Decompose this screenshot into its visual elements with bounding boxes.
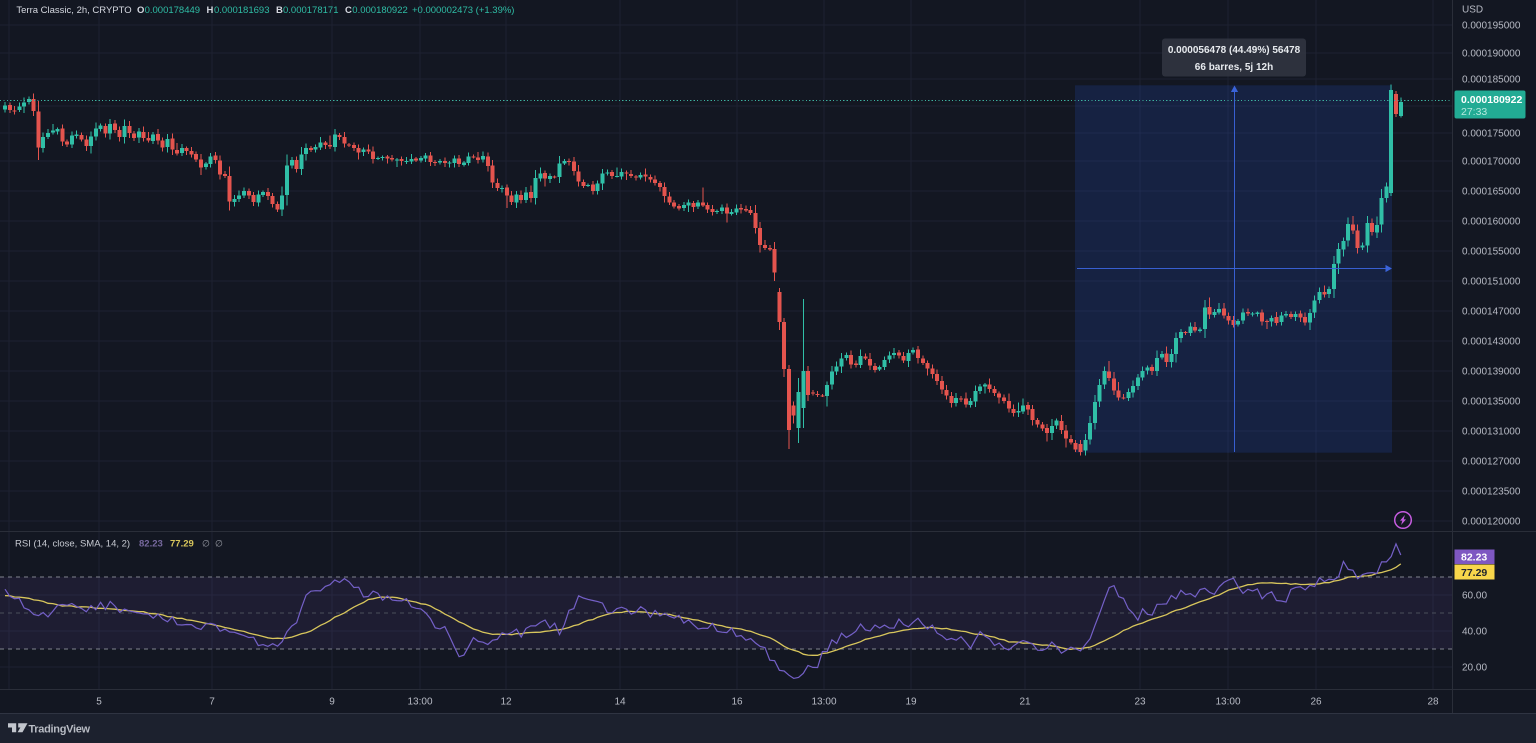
svg-text:H: H bbox=[207, 5, 214, 16]
svg-text:0.000175000: 0.000175000 bbox=[1462, 129, 1521, 140]
svg-text:5: 5 bbox=[96, 697, 102, 708]
svg-text:26: 26 bbox=[1310, 697, 1322, 708]
svg-text:0.000195000: 0.000195000 bbox=[1462, 21, 1521, 32]
svg-text:∅: ∅ bbox=[215, 539, 223, 549]
svg-text:B: B bbox=[276, 5, 283, 16]
svg-text:13:00: 13:00 bbox=[811, 697, 836, 708]
svg-text:0.000151000: 0.000151000 bbox=[1462, 277, 1521, 288]
svg-text:RSI (14, close, SMA, 14, 2): RSI (14, close, SMA, 14, 2) bbox=[15, 539, 130, 550]
svg-text:0.000178449: 0.000178449 bbox=[145, 5, 200, 16]
svg-text:0.000178171: 0.000178171 bbox=[283, 5, 338, 16]
svg-text:C: C bbox=[345, 5, 352, 16]
svg-text:0.000123500: 0.000123500 bbox=[1462, 487, 1521, 498]
svg-text:0.000181693: 0.000181693 bbox=[214, 5, 269, 16]
svg-text:+0.000002473 (+1.39%): +0.000002473 (+1.39%) bbox=[412, 5, 514, 16]
svg-text:0.000190000: 0.000190000 bbox=[1462, 49, 1521, 60]
svg-text:0.000139000: 0.000139000 bbox=[1462, 367, 1521, 378]
svg-text:0.000056478 (44.49%) 56478: 0.000056478 (44.49%) 56478 bbox=[1168, 45, 1301, 56]
svg-text:O: O bbox=[137, 5, 144, 16]
svg-text:13:00: 13:00 bbox=[1215, 697, 1240, 708]
svg-text:TradingView: TradingView bbox=[29, 723, 91, 735]
svg-text:14: 14 bbox=[614, 697, 626, 708]
svg-text:0.000180922: 0.000180922 bbox=[1461, 94, 1522, 106]
svg-text:0.000120000: 0.000120000 bbox=[1462, 517, 1521, 528]
svg-text:0.000147000: 0.000147000 bbox=[1462, 307, 1521, 318]
svg-text:21: 21 bbox=[1019, 697, 1031, 708]
svg-text:0.000185000: 0.000185000 bbox=[1462, 75, 1521, 86]
svg-text:77.29: 77.29 bbox=[1461, 567, 1487, 579]
svg-text:82.23: 82.23 bbox=[1461, 552, 1487, 564]
svg-text:66 barres, 5j 12h: 66 barres, 5j 12h bbox=[1195, 62, 1273, 73]
svg-text:0.000180922: 0.000180922 bbox=[352, 5, 407, 16]
svg-text:Terra Classic, 2h, CRYPTO: Terra Classic, 2h, CRYPTO bbox=[16, 5, 131, 16]
svg-text:82.23: 82.23 bbox=[139, 539, 163, 550]
svg-text:9: 9 bbox=[329, 697, 335, 708]
svg-text:0.000143000: 0.000143000 bbox=[1462, 337, 1521, 348]
svg-text:7: 7 bbox=[209, 697, 215, 708]
svg-text:77.29: 77.29 bbox=[170, 539, 194, 550]
svg-text:60.00: 60.00 bbox=[1462, 591, 1487, 602]
svg-text:0.000165000: 0.000165000 bbox=[1462, 187, 1521, 198]
svg-text:0.000170000: 0.000170000 bbox=[1462, 157, 1521, 168]
svg-text:19: 19 bbox=[905, 697, 917, 708]
svg-text:27:33: 27:33 bbox=[1461, 106, 1487, 118]
svg-text:13:00: 13:00 bbox=[407, 697, 432, 708]
svg-text:0.000135000: 0.000135000 bbox=[1462, 397, 1521, 408]
svg-text:20.00: 20.00 bbox=[1462, 663, 1487, 674]
svg-text:23: 23 bbox=[1134, 697, 1146, 708]
svg-text:12: 12 bbox=[500, 697, 512, 708]
svg-text:USD: USD bbox=[1462, 5, 1483, 16]
svg-text:∅: ∅ bbox=[202, 539, 210, 549]
svg-text:16: 16 bbox=[731, 697, 743, 708]
svg-text:0.000127000: 0.000127000 bbox=[1462, 457, 1521, 468]
svg-text:28: 28 bbox=[1427, 697, 1439, 708]
svg-text:0.000155000: 0.000155000 bbox=[1462, 247, 1521, 258]
svg-text:0.000131000: 0.000131000 bbox=[1462, 427, 1521, 438]
svg-text:40.00: 40.00 bbox=[1462, 627, 1487, 638]
svg-text:0.000160000: 0.000160000 bbox=[1462, 217, 1521, 228]
